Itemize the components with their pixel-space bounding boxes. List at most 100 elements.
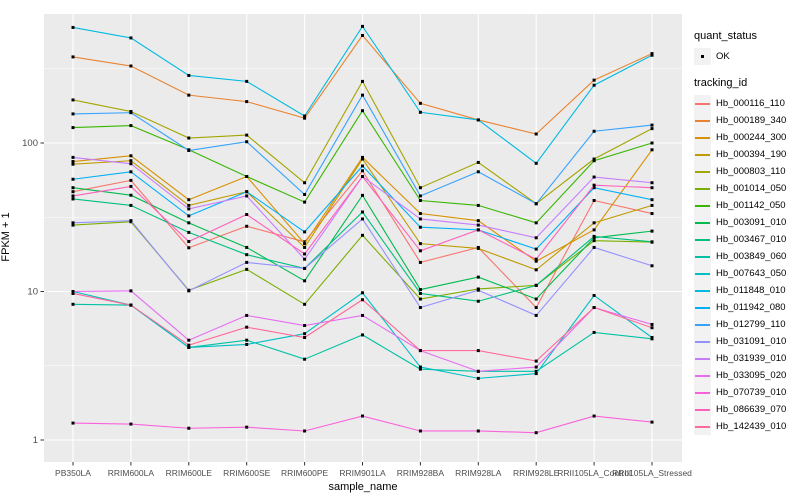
line-key-icon xyxy=(694,214,711,231)
data-point-Hb_007643_050 xyxy=(361,291,364,295)
data-point-Hb_011942_080 xyxy=(592,186,596,190)
data-point-Hb_031939_010 xyxy=(303,257,307,261)
x-axis-tick-label: RRIM928LE xyxy=(513,468,560,478)
line-key-icon xyxy=(694,112,711,129)
data-point-Hb_000116_110 xyxy=(418,260,422,264)
line-key-icon xyxy=(694,333,711,350)
x-axis-tick-label: RRII105LA_Control xyxy=(557,468,631,478)
data-point-Hb_000189_340 xyxy=(361,33,364,37)
legend-item-label: Hb_011848_010 xyxy=(716,285,786,296)
x-axis-tick-label: RRIM901LA xyxy=(339,468,386,478)
x-axis-tick-label: RRIM600LE xyxy=(166,468,213,478)
legend-item-Hb_001014_050: Hb_001014_050 xyxy=(694,180,798,197)
data-point-Hb_011848_010 xyxy=(534,161,538,165)
data-point-Hb_001014_050 xyxy=(245,267,249,271)
data-point-Hb_011942_080 xyxy=(361,164,364,168)
line-key-icon xyxy=(694,248,711,265)
data-point-Hb_000394_190 xyxy=(71,162,75,166)
data-point-Hb_142439_010 xyxy=(534,359,538,363)
data-point-Hb_003849_060 xyxy=(71,302,75,306)
data-point-Hb_003091_010 xyxy=(418,288,422,292)
legend-item-label: Hb_000394_190 xyxy=(716,149,787,160)
data-point-Hb_142439_010 xyxy=(245,325,249,329)
legend-item-label: Hb_031939_010 xyxy=(716,353,787,364)
data-point-Hb_000394_190 xyxy=(476,246,480,250)
legend-item-label: Hb_012799_110 xyxy=(716,319,786,330)
line-key-icon xyxy=(694,282,711,299)
data-point-Hb_003849_060 xyxy=(303,357,307,361)
legend-item-Hb_070739_010: Hb_070739_010 xyxy=(694,384,798,401)
x-axis-tick-label: RRIM600LA xyxy=(108,468,155,478)
data-point-Hb_011848_010 xyxy=(245,79,249,83)
legend-item-Hb_000244_300: Hb_000244_300 xyxy=(694,129,798,146)
data-point-Hb_000394_190 xyxy=(650,203,654,207)
data-point-Hb_086639_070 xyxy=(592,183,596,187)
data-point-Hb_001142_050 xyxy=(129,124,133,128)
data-point-Hb_031939_010 xyxy=(245,194,249,198)
data-point-Hb_001014_050 xyxy=(361,233,364,237)
data-point-Hb_012799_110 xyxy=(129,111,133,115)
data-point-Hb_012799_110 xyxy=(476,170,480,174)
legend-item-Hb_003467_010: Hb_003467_010 xyxy=(694,231,798,248)
data-point-Hb_000189_340 xyxy=(71,55,75,59)
legend-item-label: Hb_000116_110 xyxy=(716,98,785,109)
data-point-Hb_000244_300 xyxy=(592,228,596,232)
data-point-Hb_011942_080 xyxy=(534,247,538,251)
data-point-Hb_011942_080 xyxy=(245,190,249,194)
data-point-Hb_000189_340 xyxy=(187,93,191,97)
data-point-Hb_086639_070 xyxy=(476,228,480,232)
legend-item-Hb_000189_340: Hb_000189_340 xyxy=(694,112,798,129)
data-point-Hb_001142_050 xyxy=(71,126,75,130)
data-point-Hb_003091_010 xyxy=(650,229,654,233)
data-point-Hb_000244_300 xyxy=(650,148,654,152)
data-point-Hb_000394_190 xyxy=(592,221,596,225)
legend-item-Hb_142439_010: Hb_142439_010 xyxy=(694,418,798,435)
data-point-Hb_001014_050 xyxy=(418,297,422,301)
data-point-Hb_000394_190 xyxy=(303,245,307,249)
legend-item-Hb_031939_010: Hb_031939_010 xyxy=(694,350,798,367)
line-key-icon xyxy=(694,95,711,112)
line-key-icon xyxy=(694,316,711,333)
data-point-Hb_086639_070 xyxy=(361,174,364,178)
x-axis-tick-label: PB350LA xyxy=(55,468,91,478)
data-point-Hb_011848_010 xyxy=(187,73,191,77)
data-point-Hb_011942_080 xyxy=(650,198,654,202)
data-point-Hb_070739_010 xyxy=(592,414,596,418)
data-point-Hb_031091_010 xyxy=(650,264,654,268)
data-point-Hb_000189_340 xyxy=(303,116,307,120)
data-point-Hb_007643_050 xyxy=(418,365,422,369)
data-point-Hb_000803_110 xyxy=(418,186,422,190)
data-point-Hb_000244_300 xyxy=(303,242,307,246)
data-point-Hb_142439_010 xyxy=(418,349,422,353)
data-point-Hb_011848_010 xyxy=(129,36,133,40)
data-point-Hb_001014_050 xyxy=(303,302,307,306)
data-point-Hb_000244_300 xyxy=(534,259,538,263)
data-point-Hb_011848_010 xyxy=(476,118,480,122)
data-point-Hb_000116_110 xyxy=(129,178,133,182)
data-point-Hb_031091_010 xyxy=(245,260,249,264)
x-axis-tick-label: RRIM600PE xyxy=(281,468,329,478)
data-point-Hb_011942_080 xyxy=(129,170,133,174)
data-point-Hb_031091_010 xyxy=(418,306,422,310)
legend-item-label: Hb_031091_010 xyxy=(716,336,787,347)
data-point-Hb_001142_050 xyxy=(418,199,422,203)
data-point-Hb_000803_110 xyxy=(245,133,249,137)
line-key-icon xyxy=(694,129,711,146)
data-point-Hb_012799_110 xyxy=(303,192,307,196)
data-point-Hb_007643_050 xyxy=(592,293,596,297)
data-point-Hb_003091_010 xyxy=(129,193,133,197)
data-point-Hb_070739_010 xyxy=(245,425,249,429)
data-point-Hb_031091_010 xyxy=(476,288,480,292)
data-point-Hb_033095_020 xyxy=(129,289,133,293)
data-point-Hb_031939_010 xyxy=(534,236,538,240)
data-point-Hb_000244_300 xyxy=(129,154,133,158)
data-point-Hb_012799_110 xyxy=(592,129,596,133)
y-axis-tick-label: 10 xyxy=(27,287,38,298)
data-point-Hb_003467_010 xyxy=(71,197,75,201)
data-point-Hb_031939_010 xyxy=(187,207,191,211)
data-point-Hb_033095_020 xyxy=(650,322,654,326)
data-point-Hb_031091_010 xyxy=(361,217,364,221)
data-point-Hb_000189_340 xyxy=(418,101,422,105)
data-point-Hb_142439_010 xyxy=(592,306,596,310)
data-point-Hb_031091_010 xyxy=(534,313,538,317)
